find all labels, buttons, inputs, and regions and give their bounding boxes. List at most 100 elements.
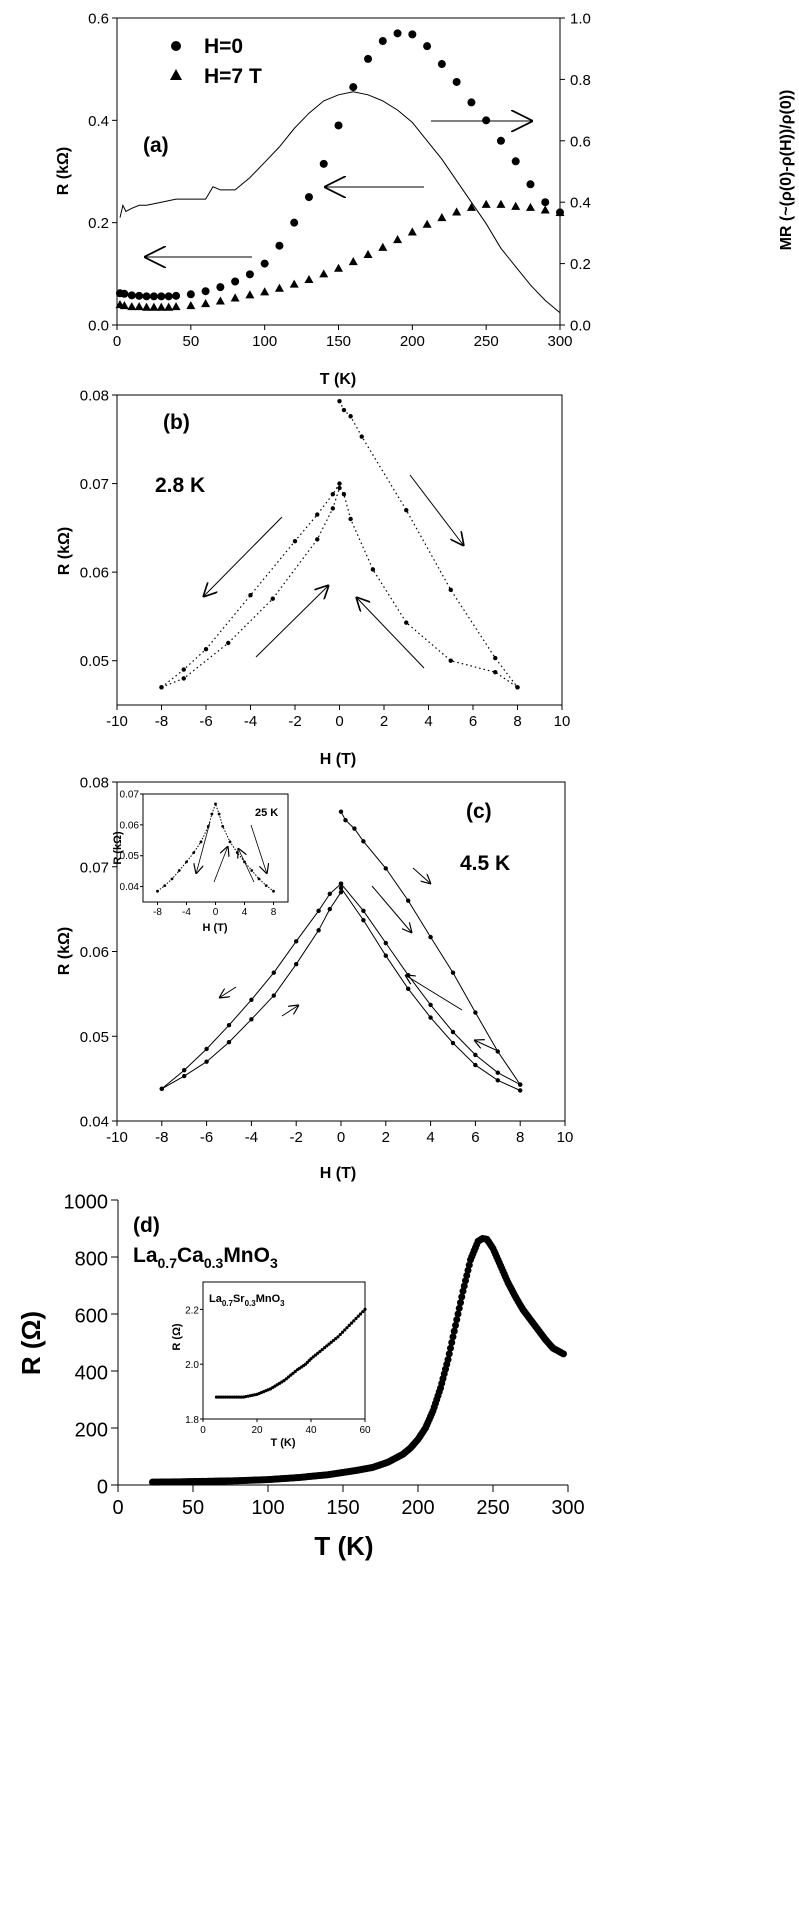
data-point [359,434,364,439]
y-tick-label: 800 [75,1249,108,1271]
panel-c-arrow-6 [474,1040,499,1052]
data-point [316,908,321,914]
inset-point [250,869,254,872]
x-tick-label: 0 [213,907,219,918]
data-point [453,1316,461,1324]
data-point [181,676,186,681]
inset-point [343,1328,347,1332]
data-point [248,592,253,598]
h7-point [481,199,491,208]
h7-point [201,299,211,308]
hysteresis-line [161,891,342,1090]
data-point [338,809,344,814]
inset-point [320,1347,324,1352]
data-point [330,506,336,511]
panel-c-data [159,809,523,1093]
panel-a-label: (a) [143,134,169,157]
h7-point [245,290,255,299]
inset-point [210,812,214,816]
inset-point [291,1371,295,1375]
inset-point [235,851,239,855]
y-tick-label: 2.2 [185,1305,199,1316]
panel-b: -10 -8 -6 -4 -2 0 2 4 6 8 10 0.05 0.06 0.07 0.08 (b) 2… [56,388,570,769]
inset-point [334,1337,338,1341]
y-tick-label: 0.05 [120,851,140,862]
x-tick-label: 4 [426,1129,434,1146]
inset-point [325,1344,329,1348]
x-tick-label: 200 [401,1497,434,1519]
data-point [204,1046,209,1052]
panel-c-inset-arrow-2 [213,846,228,883]
h7-point [215,296,225,305]
y-tick-label: 2.0 [185,1360,199,1371]
y-tick-label: 200 [75,1420,108,1442]
h7-point [525,202,535,211]
inset-point [331,1338,336,1343]
h7-point [119,301,129,310]
y-tick-label: 0 [97,1477,108,1499]
hysteresis-line [340,883,521,1086]
h0-point [135,291,144,300]
h0-point [201,287,210,296]
x-tick-label: -6 [199,713,212,730]
inset-point [192,851,196,855]
data-point [457,1299,464,1307]
h0-point [541,198,550,207]
h0-point [349,83,358,92]
h0-point [127,291,136,300]
inset-point [313,1353,318,1357]
x-tick-label: 8 [516,1129,524,1146]
inset-point [340,1330,345,1334]
data-point [383,866,388,871]
x-tick-label: -8 [155,713,168,730]
h7-point [186,301,196,310]
x-tick-label: -4 [244,713,257,730]
h7-point [363,249,373,258]
y-tick-label: 0.06 [120,820,140,831]
x-tick-label: 100 [251,1497,284,1519]
h0-point [231,277,240,286]
h0-point [260,259,269,268]
y-tick-label: 0.08 [80,775,109,792]
data-point [337,481,342,486]
h0-point [526,180,535,189]
x-tick-label: 4 [424,713,432,730]
h7-point [164,302,174,311]
data-point [560,1350,567,1358]
hysteresis-line [161,486,518,688]
data-point [159,685,164,690]
data-point [226,640,231,646]
data-point [463,1272,471,1280]
panel-d-label: (d) [133,1214,160,1237]
inset-point [214,1395,219,1399]
x-tick-label: 10 [557,1129,574,1146]
data-point [361,839,366,844]
data-point [406,986,411,991]
data-point [249,997,254,1003]
data-point [316,928,321,933]
data-point [182,1073,187,1079]
data-point [450,1327,458,1335]
data-point [348,516,353,522]
data-point [459,1287,467,1295]
y-tick-label: 0.06 [80,944,109,961]
inset-point [361,1310,365,1314]
h7-point [260,287,270,296]
h0-point [186,290,195,299]
y-tick-label: 0.0 [88,318,109,335]
y-tick-label: 0.06 [80,565,109,582]
data-point [406,898,411,903]
h0-point [290,218,299,227]
data-point [383,953,388,958]
data-point [473,1062,478,1068]
x-tick-label: 0 [113,333,121,350]
panel-b-label: (b) [163,411,190,434]
panel-c-arrow-3 [412,867,431,884]
inset-point [316,1351,320,1355]
panel-b-xlabel: H (T) [320,751,356,768]
x-tick-label: 0 [337,1129,345,1146]
h0-point [452,77,461,86]
x-tick-label: -10 [106,713,128,730]
